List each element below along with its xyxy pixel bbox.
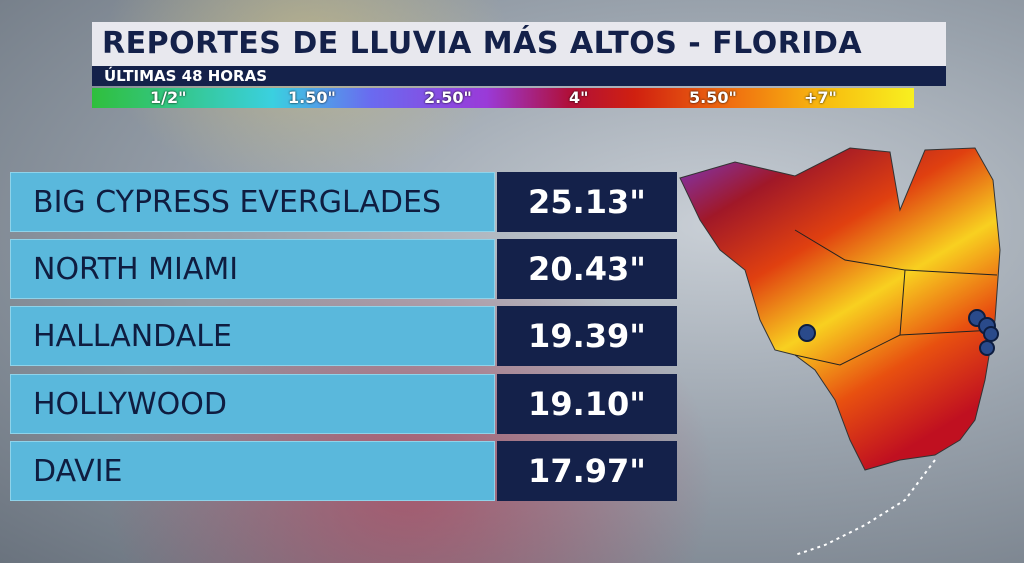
rainfall-value: 19.39" xyxy=(497,306,677,366)
scale-label: 1.50" xyxy=(288,88,336,107)
scale-label: 5.50" xyxy=(689,88,737,107)
location: BIG CYPRESS EVERGLADES xyxy=(10,172,495,232)
location: DAVIE xyxy=(10,441,495,501)
rainfall-value: 20.43" xyxy=(497,239,677,299)
scale-label: 1/2" xyxy=(150,88,187,107)
rainfall-value: 19.10" xyxy=(497,374,677,434)
rainfall-value: 17.97" xyxy=(497,441,677,501)
location: HALLANDALE xyxy=(10,306,495,366)
scale-label: +7" xyxy=(804,88,837,107)
title: REPORTES DE LLUVIA MÁS ALTOS - FLORIDA xyxy=(92,22,946,66)
table-row: HOLLYWOOD 19.10" xyxy=(10,374,677,434)
florida-map xyxy=(679,147,1001,471)
county-lines xyxy=(899,269,998,336)
county-lines xyxy=(794,229,906,366)
scale-label: 4" xyxy=(569,88,589,107)
map xyxy=(679,147,1001,556)
rainfall-value: 25.13" xyxy=(497,172,677,232)
keys xyxy=(794,459,936,556)
location: HOLLYWOOD xyxy=(10,374,495,434)
location: NORTH MIAMI xyxy=(10,239,495,299)
table-row: DAVIE 17.97" xyxy=(10,441,677,501)
table-row: NORTH MIAMI 20.43" xyxy=(10,239,677,299)
subtitle: ÚLTIMAS 48 HORAS xyxy=(92,66,946,86)
table-row: BIG CYPRESS EVERGLADES 25.13" xyxy=(10,172,677,232)
color-scale: 1/2" 1.50" 2.50" 4" 5.50" +7" xyxy=(92,88,914,108)
scale-label: 2.50" xyxy=(424,88,472,107)
table-row: HALLANDALE 19.39" xyxy=(10,306,677,366)
report-dots xyxy=(798,309,999,356)
